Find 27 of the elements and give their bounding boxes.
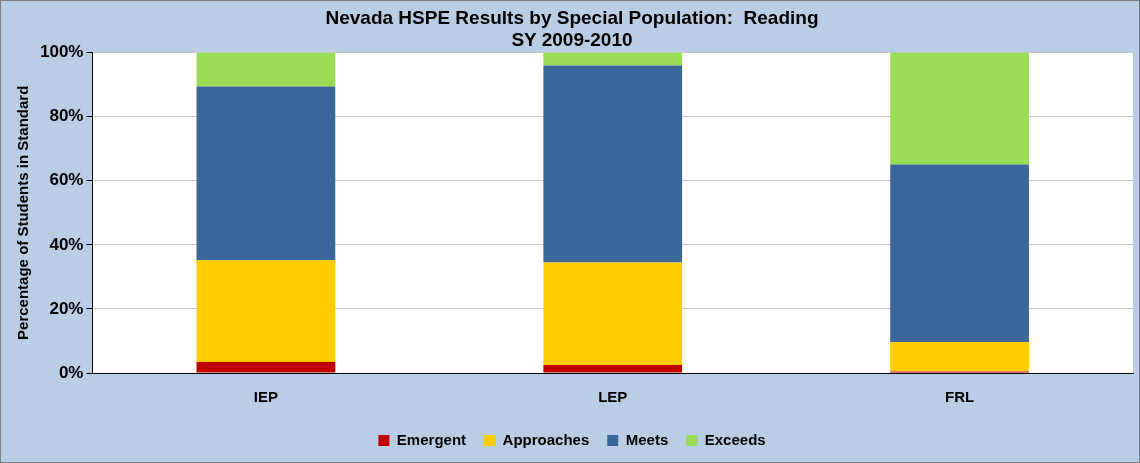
chart-title: Nevada HSPE Results by Special Population: Reading <box>325 6 819 28</box>
y-tick-label: 0% <box>58 362 84 382</box>
legend-label: Emergent <box>396 430 467 448</box>
y-tick-label: 40% <box>49 234 84 254</box>
bar <box>543 52 683 66</box>
y-axis-title: Percentage of Students in Standard <box>14 85 32 340</box>
bar <box>196 362 336 373</box>
chart-subtitle: SY 2009-2010 <box>511 29 633 51</box>
bar <box>196 86 336 261</box>
y-tick-label: 80% <box>49 106 84 126</box>
y-tick-label: 60% <box>49 170 84 190</box>
x-tick-label: FRL <box>944 388 975 406</box>
x-tick-label: LEP <box>598 388 628 406</box>
bar <box>196 260 336 363</box>
bar <box>543 262 683 365</box>
bar <box>890 164 1029 342</box>
y-tick-label: 20% <box>49 298 84 318</box>
bar <box>890 52 1029 165</box>
bar <box>890 341 1029 372</box>
x-tick-label: IEP <box>253 388 278 406</box>
legend-label: Exceeds <box>704 430 766 448</box>
legend-label: Approaches <box>502 430 590 448</box>
bar <box>543 65 683 263</box>
legend-label: Meets <box>625 430 669 448</box>
bar <box>196 52 336 87</box>
y-tick-label: 100% <box>40 42 84 62</box>
bar <box>543 364 683 373</box>
